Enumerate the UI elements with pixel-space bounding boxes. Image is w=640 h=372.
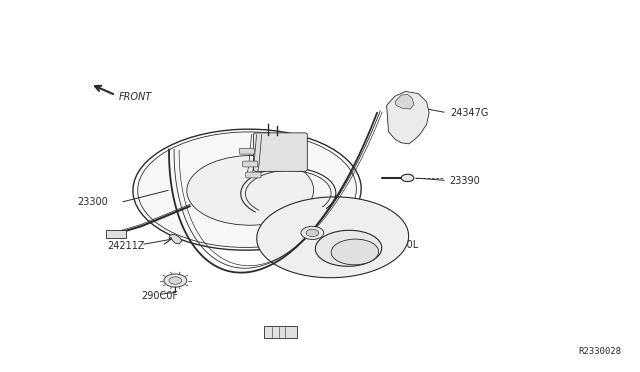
Text: 23300L: 23300L bbox=[382, 240, 419, 250]
Polygon shape bbox=[387, 92, 429, 144]
Circle shape bbox=[164, 274, 187, 287]
Circle shape bbox=[301, 226, 324, 240]
Ellipse shape bbox=[316, 230, 382, 266]
FancyBboxPatch shape bbox=[246, 172, 261, 178]
Circle shape bbox=[401, 174, 414, 182]
Text: R2330028: R2330028 bbox=[579, 347, 621, 356]
Text: 23390: 23390 bbox=[449, 176, 479, 186]
Ellipse shape bbox=[331, 239, 379, 265]
Ellipse shape bbox=[187, 155, 314, 225]
Circle shape bbox=[169, 277, 182, 284]
Polygon shape bbox=[395, 94, 414, 109]
Ellipse shape bbox=[138, 132, 356, 247]
Circle shape bbox=[306, 229, 319, 237]
Text: FRONT: FRONT bbox=[118, 92, 152, 102]
Text: 23300: 23300 bbox=[77, 198, 108, 208]
FancyBboxPatch shape bbox=[243, 161, 258, 167]
Text: 24347G: 24347G bbox=[450, 108, 488, 118]
Text: 24211Z: 24211Z bbox=[108, 241, 145, 251]
Text: 290C0F: 290C0F bbox=[141, 291, 178, 301]
FancyBboxPatch shape bbox=[253, 133, 307, 171]
FancyBboxPatch shape bbox=[239, 148, 255, 154]
FancyBboxPatch shape bbox=[264, 326, 296, 338]
Polygon shape bbox=[169, 234, 182, 244]
FancyBboxPatch shape bbox=[106, 230, 127, 238]
Ellipse shape bbox=[257, 197, 408, 278]
